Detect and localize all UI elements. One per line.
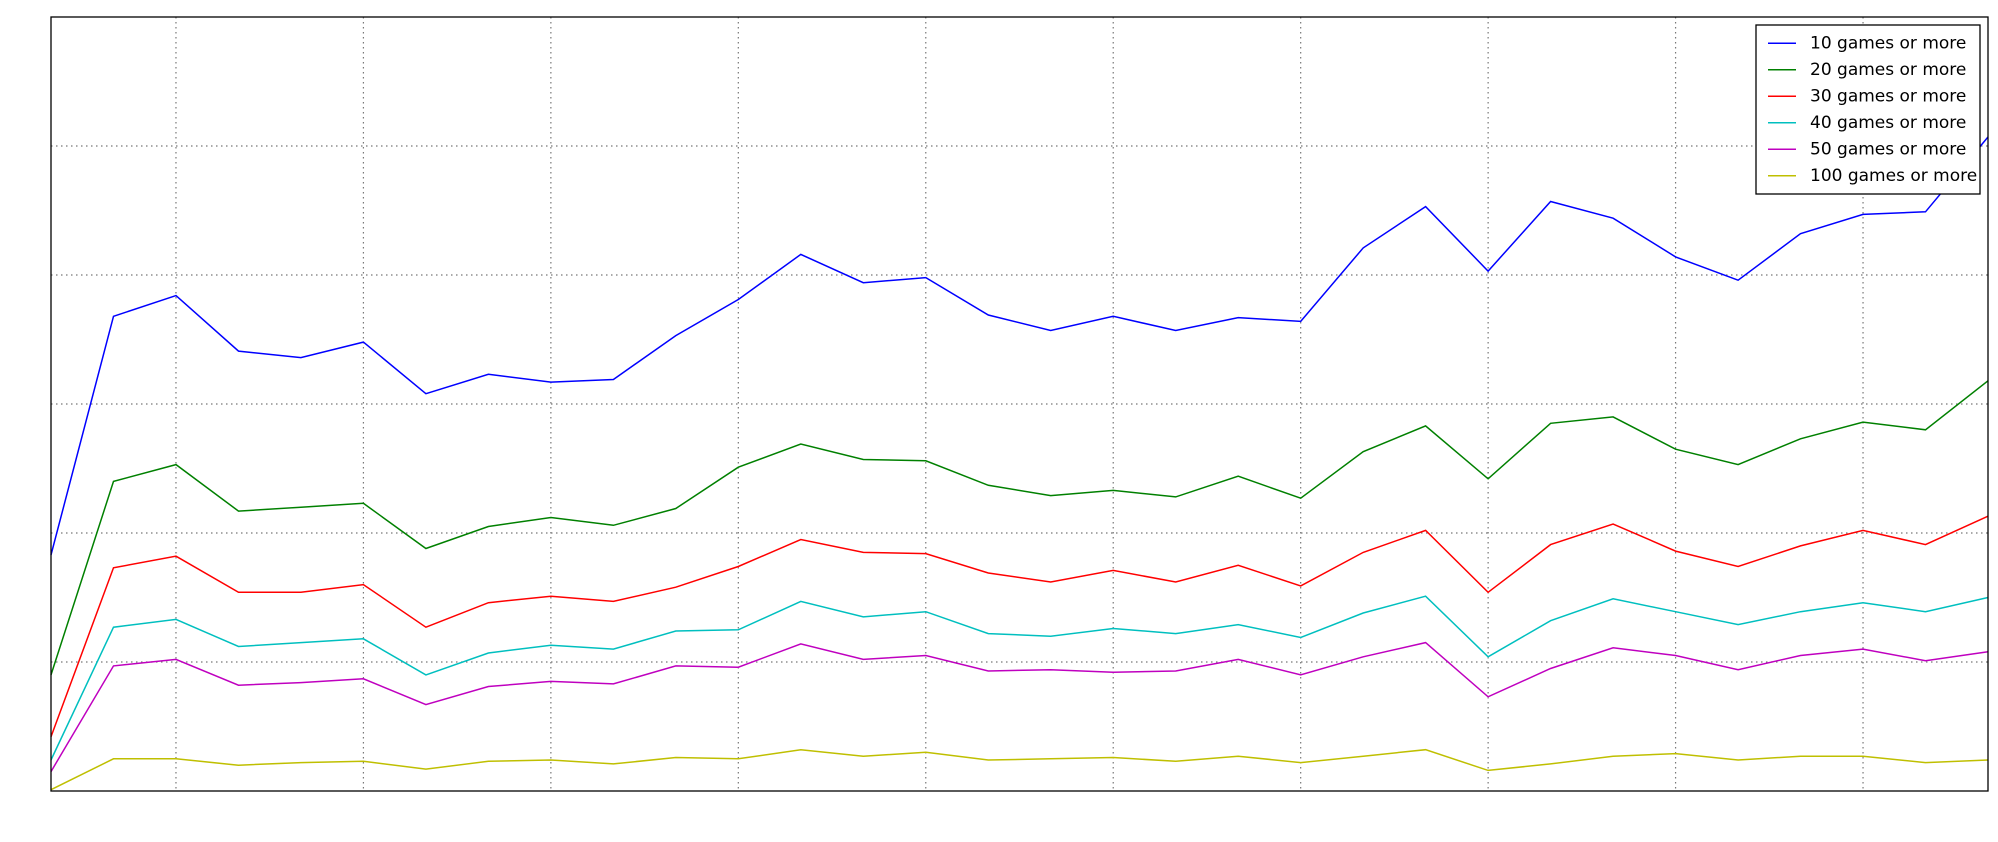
series-line bbox=[50, 380, 1989, 676]
legend-box bbox=[1755, 24, 1981, 195]
legend-label: 100 games or more bbox=[1810, 166, 1977, 186]
series-line bbox=[50, 641, 1989, 772]
legend-label: 10 games or more bbox=[1810, 33, 1966, 53]
legend-label: 50 games or more bbox=[1810, 139, 1966, 159]
legend-label: 20 games or more bbox=[1810, 60, 1966, 80]
legend-label: 30 games or more bbox=[1810, 86, 1966, 106]
series-line bbox=[50, 515, 1989, 738]
series-line bbox=[50, 748, 1989, 791]
series-line bbox=[50, 595, 1989, 761]
plot-frame bbox=[50, 16, 1989, 792]
legend-label: 40 games or more bbox=[1810, 113, 1966, 133]
series-line bbox=[50, 136, 1989, 556]
